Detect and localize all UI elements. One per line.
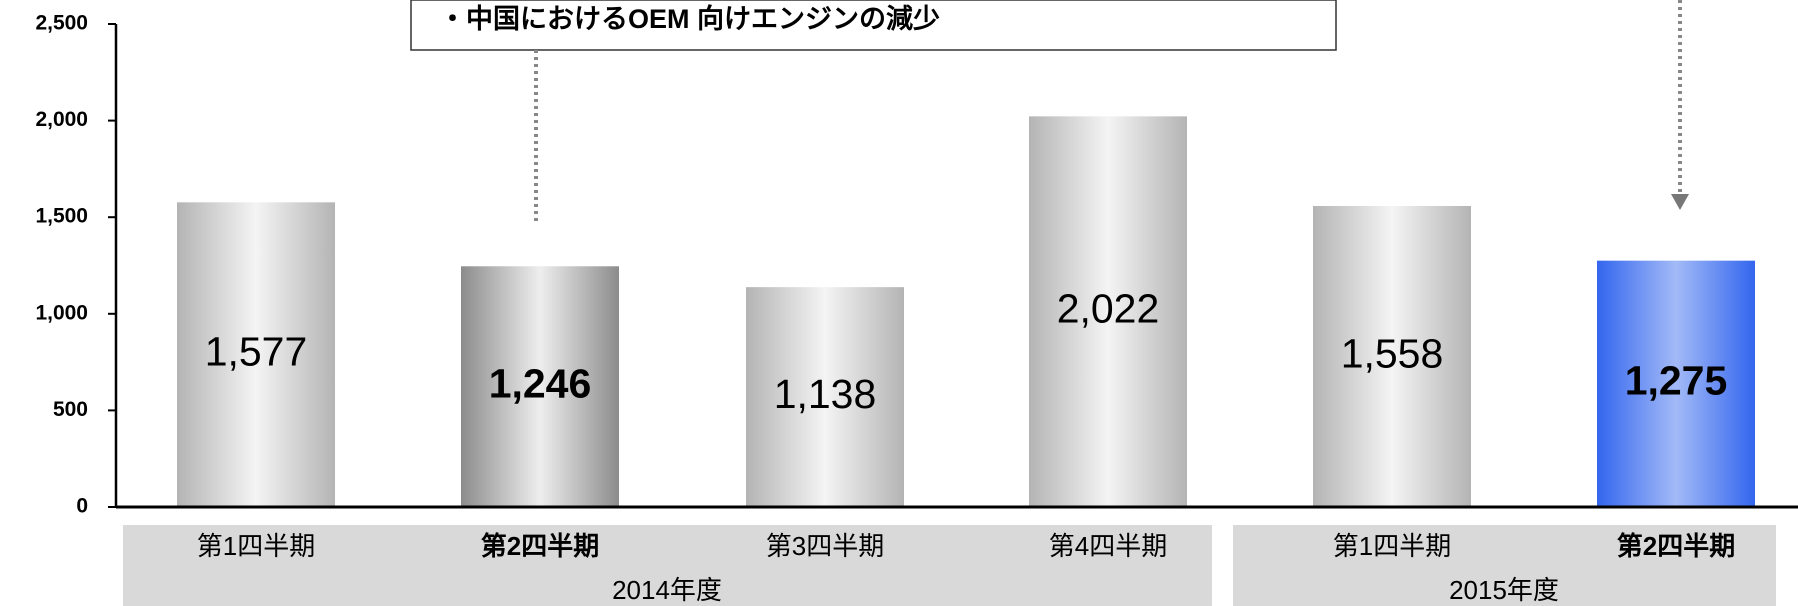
x-tick-label: 第2四半期 — [481, 531, 599, 561]
value-label: 1,577 — [205, 328, 308, 374]
bar — [1313, 205, 1471, 508]
value-label: 1,138 — [774, 371, 877, 417]
y-tick-label: 2,000 — [35, 108, 88, 131]
group-box — [123, 525, 1212, 606]
annotation: ・中国におけるOEM 向けエンジンの減少 — [439, 3, 940, 34]
y-tick-label: 1,000 — [35, 301, 88, 324]
group-box — [1233, 525, 1776, 606]
x-tick-label: 第1四半期 — [197, 531, 315, 561]
y-tick-label: 2,500 — [35, 12, 88, 35]
bar — [1029, 116, 1187, 507]
y-tick-label: 500 — [53, 398, 88, 421]
x-tick-label: 第2四半期 — [1617, 531, 1735, 561]
value-label: 2,022 — [1057, 286, 1160, 332]
group-label: 2014年度 — [612, 575, 722, 605]
x-tick-label: 第3四半期 — [766, 531, 884, 561]
arrow-head — [1671, 194, 1689, 210]
annotation-box — [410, 0, 1337, 51]
group-label: 2015年度 — [1449, 575, 1559, 605]
bar — [1597, 260, 1755, 507]
bar — [461, 266, 619, 507]
x-tick-label: 第1四半期 — [1333, 531, 1451, 561]
bar — [746, 287, 904, 507]
value-label: 1,275 — [1625, 358, 1728, 404]
x-tick-label: 第4四半期 — [1049, 531, 1167, 561]
value-label: 1,246 — [489, 360, 592, 406]
value-label: 1,558 — [1341, 330, 1444, 376]
y-tick-label: 1,500 — [35, 205, 88, 228]
bar — [177, 202, 335, 507]
y-tick-label: 0 — [76, 495, 88, 518]
